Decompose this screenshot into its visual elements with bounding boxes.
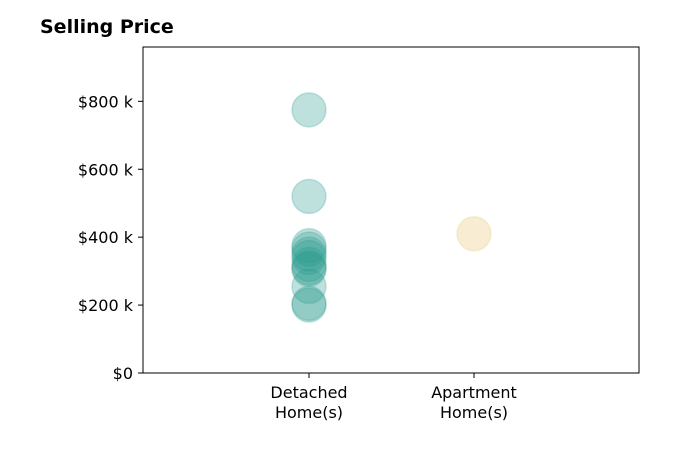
data-point xyxy=(291,239,327,276)
data-point xyxy=(291,287,327,323)
x-tick-label: Apartment Home(s) xyxy=(431,383,517,422)
data-point xyxy=(291,231,327,267)
chart-title: Selling Price xyxy=(40,16,174,38)
data-point xyxy=(291,227,327,264)
y-tick-label: $200 k xyxy=(78,296,134,315)
data-point xyxy=(291,249,327,286)
data-point xyxy=(291,246,327,283)
x-tick-label: Detached Home(s) xyxy=(270,383,347,422)
data-point xyxy=(291,251,327,288)
data-point xyxy=(291,236,327,272)
y-tick-label: $800 k xyxy=(78,92,134,111)
data-point xyxy=(291,92,327,128)
y-tick-label: $0 xyxy=(113,364,133,383)
y-tick-label: $600 k xyxy=(78,160,134,179)
y-tick-label: $400 k xyxy=(78,228,134,247)
data-point xyxy=(291,285,327,322)
data-point xyxy=(291,268,327,305)
data-point xyxy=(291,178,327,215)
data-point xyxy=(456,216,492,252)
plot-frame xyxy=(142,46,640,374)
